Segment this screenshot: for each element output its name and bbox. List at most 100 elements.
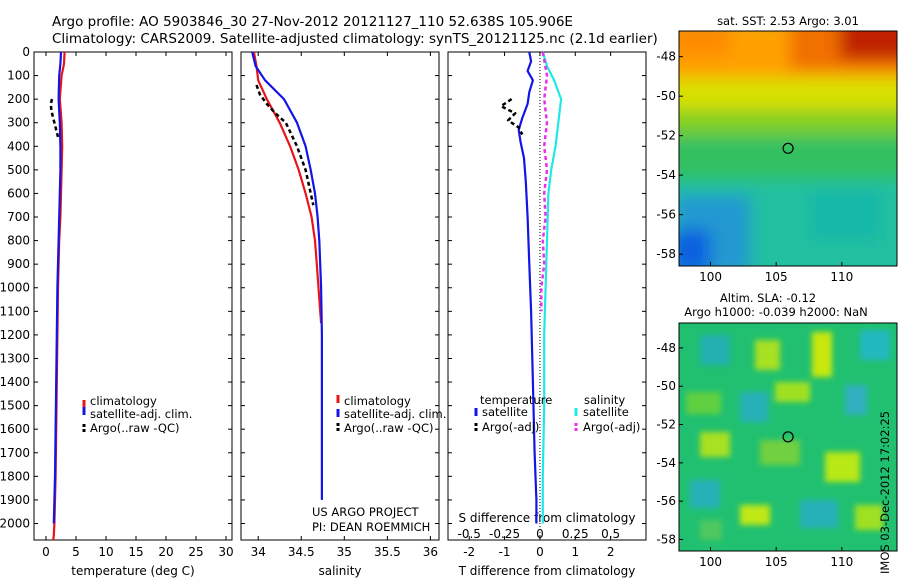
y-tick-label: 600 xyxy=(7,186,30,200)
y-tick-label: 1300 xyxy=(0,351,30,365)
top-x-tick-label: -0.5 xyxy=(458,527,481,541)
legend-label-climatology: climatology xyxy=(344,394,411,408)
project-annotation: US ARGO PROJECT xyxy=(312,505,420,519)
x-tick-label: 110 xyxy=(830,270,853,284)
y-tick-label: -50 xyxy=(656,379,676,393)
plot-frame xyxy=(33,51,233,541)
sst-map-frame xyxy=(678,30,898,267)
y-tick-label: -52 xyxy=(656,129,676,143)
legend-label-s-satellite: satellite xyxy=(583,405,629,419)
series-line-temperature-1 xyxy=(52,51,63,524)
x-tick-label: 36 xyxy=(423,545,438,559)
y-tick-label: -54 xyxy=(656,456,676,470)
top-x-tick-label: -0.25 xyxy=(489,527,520,541)
y-tick-label: 800 xyxy=(7,234,30,248)
x-axis-label: salinity xyxy=(318,564,361,578)
legend-heading-temperature: temperature xyxy=(480,393,552,407)
figure-title-line2: Climatology: CARS2009. Satellite-adjuste… xyxy=(52,31,658,47)
y-tick-label: -48 xyxy=(656,341,676,355)
y-tick-label: 1000 xyxy=(0,281,30,295)
series-line-difference-0 xyxy=(517,51,538,524)
legend-label-climatology: climatology xyxy=(90,394,157,408)
legend-label-satellite: satellite-adj. clim. xyxy=(344,407,446,421)
y-tick-label: 700 xyxy=(7,210,30,224)
x-tick-label: 35.5 xyxy=(374,545,401,559)
series-line-salinity-0 xyxy=(252,51,323,324)
y-tick-label: 300 xyxy=(7,116,30,130)
sla-map-ticks: 100 105 110 -48 -50 -52 -54 -56 -58 xyxy=(656,341,853,569)
y-tick-label: 2000 xyxy=(0,516,30,530)
salinity-panel: 34 34.5 35 35.5 36 salinity xyxy=(240,51,440,578)
sla-map-title: Altim. SLA: -0.12 xyxy=(720,291,816,305)
x-tick-label: 105 xyxy=(765,270,788,284)
plot-frame xyxy=(240,51,440,541)
x-tick-label: 34 xyxy=(251,545,266,559)
y-tick-label: 500 xyxy=(7,163,30,177)
sla-map-subtitle: Argo h1000: -0.039 h2000: NaN xyxy=(684,305,868,319)
y-tick-label: -50 xyxy=(656,89,676,103)
top-x-axis-label: S difference from climatology xyxy=(459,511,636,525)
legend-label-argo: Argo(..raw -QC) xyxy=(344,421,434,435)
x-tick-label: 1 xyxy=(571,545,579,559)
top-x-tick-label: 0.25 xyxy=(562,527,589,541)
x-axis-label: temperature (deg C) xyxy=(71,564,194,578)
difference-legend: temperature satellite Argo(-adj) salinit… xyxy=(474,393,640,434)
series-line-difference-1 xyxy=(499,98,524,136)
y-tick-label: -56 xyxy=(656,208,676,222)
y-tick-label: -58 xyxy=(656,247,676,261)
x-tick-label: 35 xyxy=(337,545,352,559)
temperature-legend: climatology satellite-adj. clim. Argo(..… xyxy=(82,394,192,435)
x-tick-label: 0 xyxy=(536,545,544,559)
x-tick-label: -2 xyxy=(463,545,475,559)
legend-label-s-argo: Argo(-adj) xyxy=(583,420,640,434)
sst-map-title: sat. SST: 2.53 Argo: 3.01 xyxy=(717,14,859,28)
figure-title-line1: Argo profile: AO 5903846_30 27-Nov-2012 … xyxy=(52,14,573,30)
y-tick-label: 1100 xyxy=(0,304,30,318)
y-tick-label: -54 xyxy=(656,168,676,182)
x-tick-label: 2 xyxy=(607,545,615,559)
legend-heading-salinity: salinity xyxy=(584,393,625,407)
top-x-tick-label: 0.5 xyxy=(601,527,620,541)
x-tick-label: -1 xyxy=(499,545,511,559)
x-tick-label: 10 xyxy=(98,545,113,559)
series-line-difference-2 xyxy=(541,51,563,524)
sla-map-frame xyxy=(678,322,898,552)
series-line-salinity-1 xyxy=(251,51,323,500)
legend-label-satellite: satellite-adj. clim. xyxy=(90,407,192,421)
y-tick-label: 1600 xyxy=(0,422,30,436)
series-line-temperature-2 xyxy=(49,98,60,138)
difference-panel: -2 -1 0 1 2 T difference from climatology -0.5… xyxy=(447,51,647,578)
legend-label-t-argo: Argo(-adj) xyxy=(482,420,539,434)
y-tick-label: 100 xyxy=(7,69,30,83)
pi-annotation: PI: DEAN ROEMMICH xyxy=(312,520,430,534)
y-tick-label: -48 xyxy=(656,50,676,64)
legend-label-argo: Argo(..raw -QC) xyxy=(90,421,180,435)
y-tick-label: 200 xyxy=(7,92,30,106)
x-axis-label: T difference from climatology xyxy=(458,564,636,578)
legend-label-t-satellite: satellite xyxy=(482,405,528,419)
y-tick-label: 1200 xyxy=(0,328,30,342)
salinity-legend: climatology satellite-adj. clim. Argo(..… xyxy=(336,394,446,435)
x-tick-label: 30 xyxy=(218,545,233,559)
sst-map-ticks: 100 105 110 -48 -50 -52 -54 -56 -58 xyxy=(656,50,853,284)
y-tick-label: 1500 xyxy=(0,399,30,413)
sst-heatmap xyxy=(679,31,897,266)
y-tick-label: -56 xyxy=(656,494,676,508)
y-tick-label: -58 xyxy=(656,533,676,547)
y-tick-label: 400 xyxy=(7,139,30,153)
y-tick-label: 1400 xyxy=(0,375,30,389)
y-tick-label: 1800 xyxy=(0,469,30,483)
x-tick-label: 105 xyxy=(765,555,788,569)
plot-frame xyxy=(447,51,647,541)
x-tick-label: 15 xyxy=(128,545,143,559)
y-tick-label: 900 xyxy=(7,257,30,271)
x-tick-label: 20 xyxy=(158,545,173,559)
x-tick-label: 25 xyxy=(188,545,203,559)
series-line-difference-3 xyxy=(540,51,549,312)
x-tick-label: 100 xyxy=(699,555,722,569)
x-tick-label: 34.5 xyxy=(288,545,315,559)
temperature-panel: 0100200300400500600700800900100011001200… xyxy=(0,45,234,578)
sla-heatmap xyxy=(679,323,897,551)
x-tick-label: 5 xyxy=(72,545,80,559)
